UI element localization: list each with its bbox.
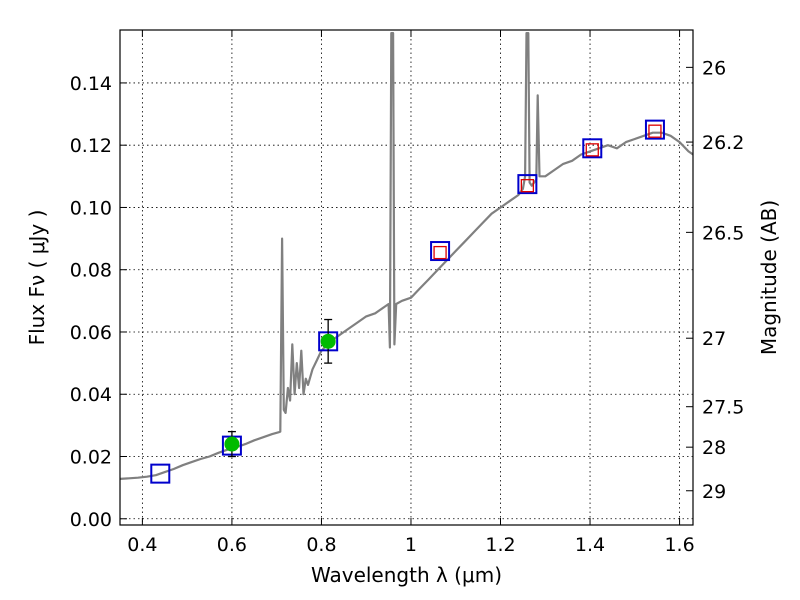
y-tick-label: 0.02: [70, 447, 112, 469]
x-tick-label: 1.4: [575, 534, 605, 556]
filter-box-marker: [644, 119, 665, 140]
y-tick-label: 0.04: [70, 384, 112, 406]
x-tick-label: 0.4: [127, 534, 157, 556]
detection-point: [224, 436, 240, 452]
x-tick-label: 1.2: [485, 534, 515, 556]
x-tick-label: 1.6: [664, 534, 694, 556]
y2-tick-label: 27: [702, 328, 726, 350]
y2-tick-label: 28: [702, 437, 726, 459]
y-axis-label: Flux Fν ( μJy ): [25, 210, 49, 346]
grid-layer: [120, 30, 693, 525]
model-photometry-marker: [648, 124, 662, 138]
model-photometry-marker: [585, 143, 599, 157]
filter-box-marker: [582, 138, 603, 159]
model-photometry-marker: [433, 245, 447, 260]
tick-layer: 0.4 0.6 0.8 1 1.2 1.4 1.6 0.00 0.02 0.04 0.06 0.08 0…: [70, 30, 744, 556]
detection-point: [320, 333, 336, 349]
x-tick-label: 0.8: [306, 534, 336, 556]
y-tick-label: 0.08: [70, 260, 112, 282]
y2-tick-label: 27.5: [702, 397, 744, 419]
filter-box-marker: [430, 241, 451, 262]
y-tick-label: 0.10: [70, 197, 112, 219]
x-axis-label: Wavelength λ (μm): [311, 563, 502, 587]
y2-axis-label: Magnitude (AB): [757, 200, 781, 355]
y-tick-label: 0.14: [70, 73, 112, 95]
y2-tick-label: 26: [702, 57, 726, 79]
y2-tick-label: 26.5: [702, 222, 744, 244]
y2-tick-label: 29: [702, 481, 726, 503]
x-tick-label: 1: [405, 534, 417, 556]
y-tick-label: 0.06: [70, 322, 112, 344]
x-tick-label: 0.6: [217, 534, 247, 556]
y-tick-label: 0.00: [70, 509, 112, 531]
plot-frame: [119, 29, 694, 526]
filter-box-marker: [517, 174, 538, 195]
filter-box-marker: [150, 463, 171, 484]
spectrum-line: [120, 32, 693, 480]
y-tick-label: 0.12: [70, 135, 112, 157]
y2-tick-label: 26.2: [702, 132, 744, 154]
series-layer: [120, 32, 693, 484]
model-photometry-marker: [520, 179, 535, 193]
